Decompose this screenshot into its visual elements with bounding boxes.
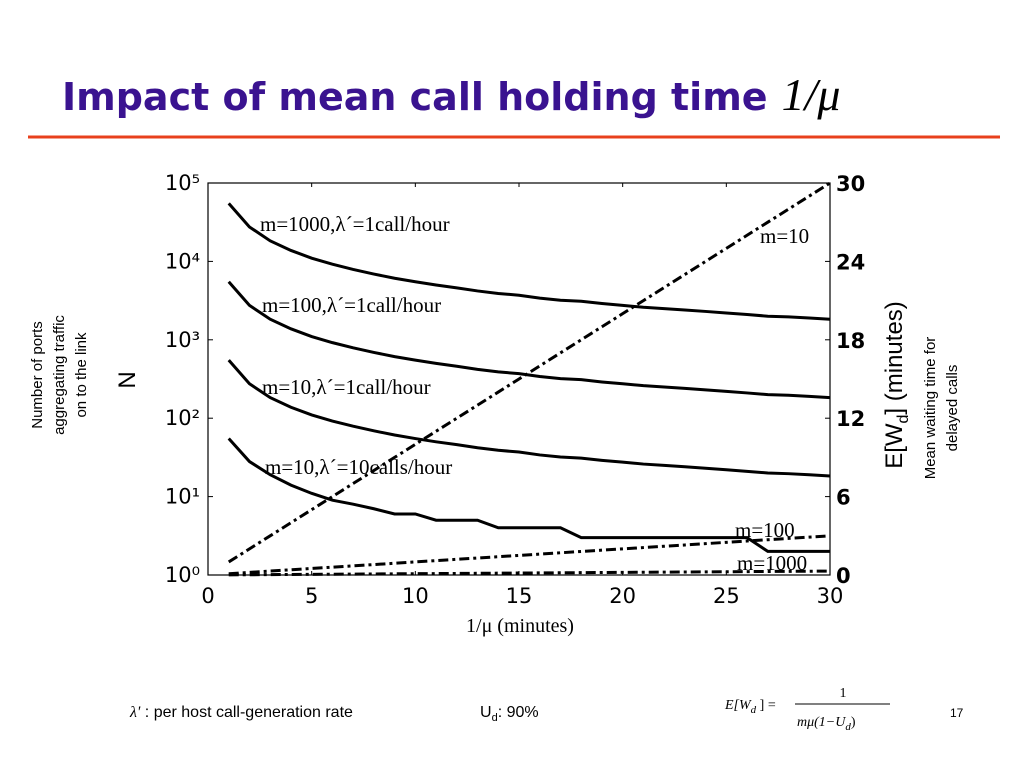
x-tick-label: 30 xyxy=(817,584,844,608)
x-tick-label: 20 xyxy=(609,584,636,608)
u-text: U xyxy=(480,704,492,721)
y2-label-sub: d xyxy=(895,415,912,424)
series-label: m=100 xyxy=(735,518,795,542)
lambda-text: : per host call-generation rate xyxy=(140,704,353,721)
x-tick-label: 0 xyxy=(201,584,214,608)
series-label: m=100,λ´=1call/hour xyxy=(262,293,441,317)
series-line xyxy=(228,534,831,576)
y2-label-a: E[W xyxy=(881,423,908,469)
series-label: m=10,λ´=1call/hour xyxy=(262,375,431,399)
x-axis-label: 1/μ (minutes) xyxy=(466,615,574,637)
y-label-note-line: Number of ports xyxy=(29,321,46,429)
y2-tick-label: 30 xyxy=(836,172,865,196)
series-line xyxy=(227,181,831,564)
series-label: m=10 xyxy=(760,224,809,248)
y-tick-label: 10¹ xyxy=(165,485,200,509)
x-tick-label: 5 xyxy=(305,584,318,608)
u-sub: d xyxy=(492,712,498,724)
den-a: mμ(1−U xyxy=(797,715,846,730)
series-line xyxy=(227,280,831,400)
u-value: : 90% xyxy=(498,704,539,721)
formula-numerator: 1 xyxy=(840,686,847,701)
y2-tick-label: 0 xyxy=(836,564,851,588)
series-line xyxy=(227,359,831,478)
x-tick-label: 15 xyxy=(506,584,533,608)
series-line xyxy=(227,202,831,321)
y-label-note-line: aggregating traffic xyxy=(51,315,68,435)
y-tick-label: 10⁴ xyxy=(165,249,200,273)
series-line xyxy=(228,569,831,577)
slide-title: Impact of mean call holding time 1/μ xyxy=(62,69,840,120)
series-line xyxy=(227,437,830,553)
page-number: 17 xyxy=(950,706,964,720)
formula-lhs: E[Wd ] = xyxy=(724,698,776,716)
den-b: ) xyxy=(851,715,856,730)
y-tick-label: 10² xyxy=(165,406,200,430)
x-tick-label: 10 xyxy=(402,584,429,608)
lambda-symbol: λ' xyxy=(129,704,141,721)
y2-axis-label: E[Wd] (minutes) xyxy=(881,301,912,469)
den-sub: d xyxy=(845,721,851,733)
series-label: m=1000,λ´=1call/hour xyxy=(260,212,450,236)
y2-tick-label: 24 xyxy=(836,250,865,274)
formula: E[Wd ] = 1 mμ(1−Ud) xyxy=(724,686,890,733)
y-tick-label: 10⁵ xyxy=(165,171,200,195)
formula-denominator: mμ(1−Ud) xyxy=(797,715,856,733)
lhs-a: E[W xyxy=(724,698,752,713)
title-text: Impact of mean call holding time xyxy=(62,75,768,119)
lhs-sub: d xyxy=(751,704,757,716)
y2-label-b: ] (minutes) xyxy=(881,301,908,414)
y2-tick-label: 18 xyxy=(836,329,865,353)
y-tick-label: 10⁰ xyxy=(165,563,200,587)
lambda-note: λ' : per host call-generation rate xyxy=(129,704,353,721)
y2-tick-label: 6 xyxy=(836,486,851,510)
title-symbol: 1/μ xyxy=(782,69,841,120)
x-tick-label: 25 xyxy=(713,584,740,608)
y-label-note-line: on to the link xyxy=(73,332,90,418)
y-axis-label: N xyxy=(114,371,141,388)
y-tick-label: 10³ xyxy=(165,328,200,352)
utilization: Ud: 90% xyxy=(480,704,539,724)
y2-label-note-line: delayed calls xyxy=(944,365,961,452)
series-label: m=1000 xyxy=(737,551,807,575)
lhs-b: ] = xyxy=(756,698,776,713)
y2-tick-label: 12 xyxy=(836,407,865,431)
y2-label-note-line: Mean waiting time for xyxy=(922,337,939,480)
series-label: m=10,λ´=10calls/hour xyxy=(265,455,452,479)
